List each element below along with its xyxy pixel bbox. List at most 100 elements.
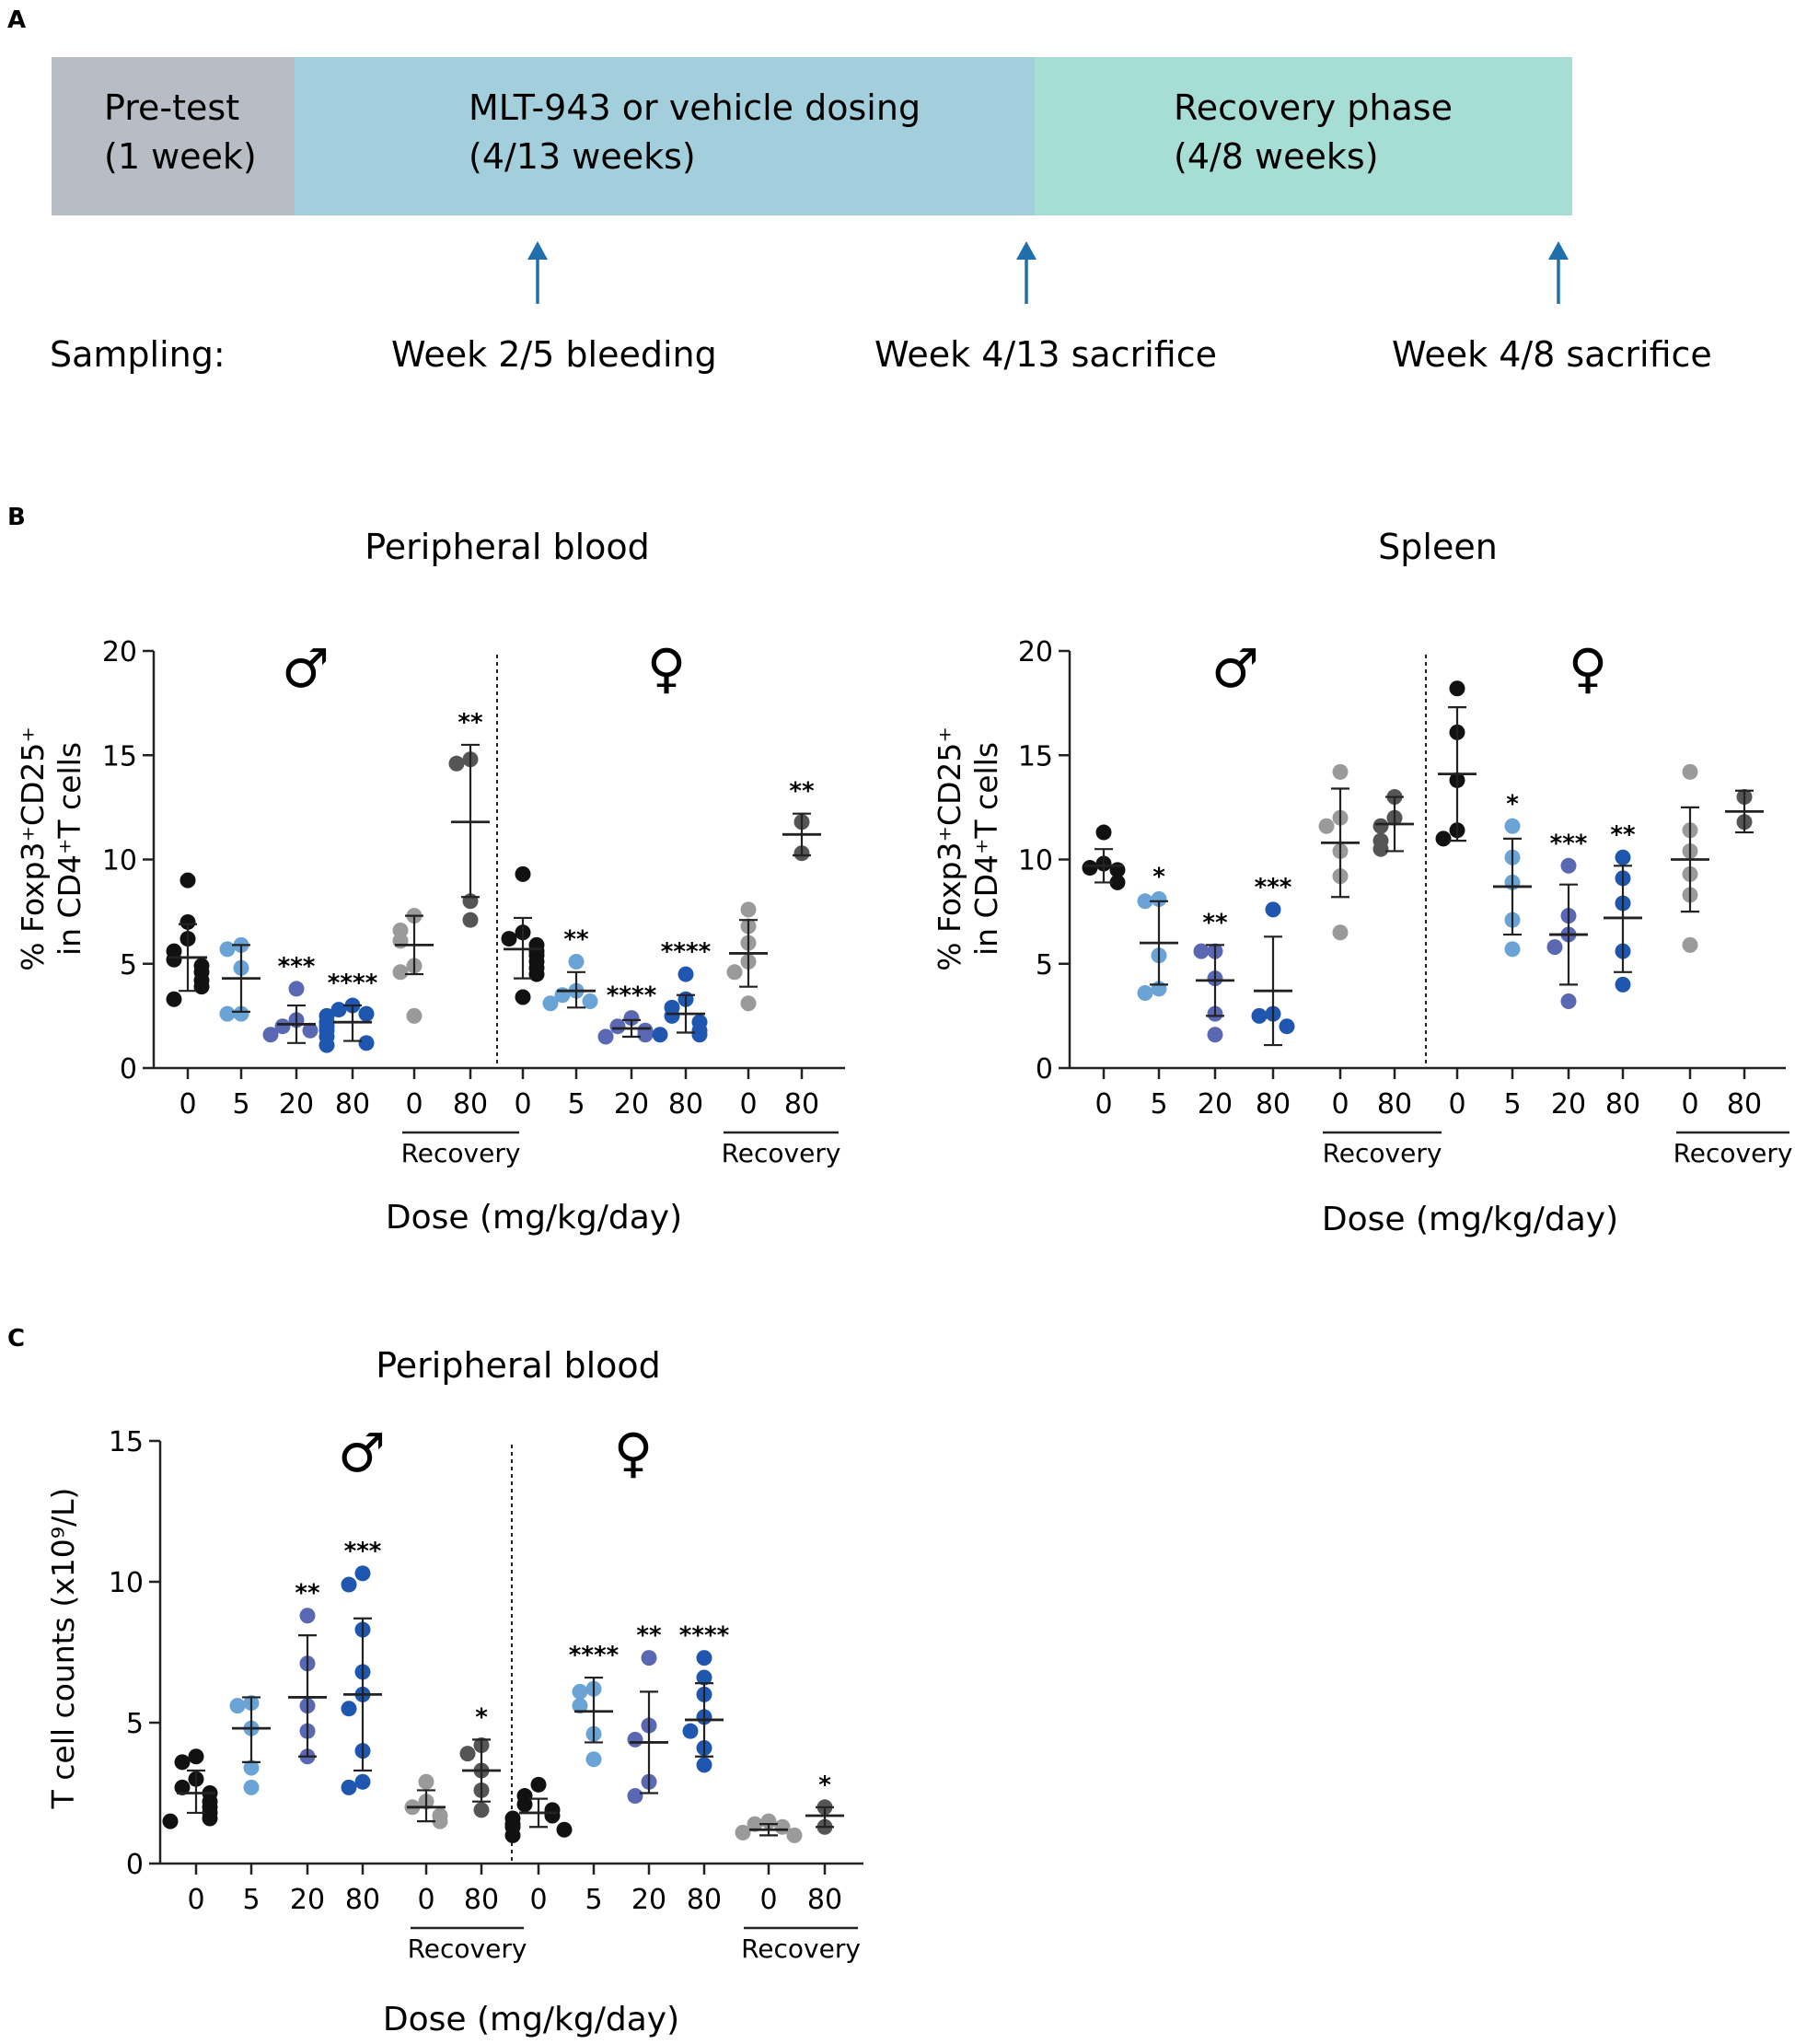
chart-peripheral-blood-tcell-counts: Peripheral blood 0 5 10 15 T cell counts (x10… [45, 1345, 863, 2038]
male-symbol-icon: ♂ [1211, 637, 1259, 700]
data-point [1318, 818, 1335, 834]
significance-label: ** [295, 1580, 320, 1608]
phase-dosing-duration: (4/13 weeks) [469, 136, 696, 177]
significance-label: * [475, 1703, 488, 1731]
data-point [515, 865, 531, 882]
x-tick-label: 20 [1198, 1088, 1233, 1121]
x-tick-label: 20 [614, 1088, 649, 1121]
y-tick-label: 0 [126, 1849, 144, 1881]
data-point [585, 1751, 602, 1768]
data-point [623, 1010, 640, 1027]
data-point [392, 933, 409, 949]
data-point [691, 1027, 708, 1043]
y-tick-label: 15 [109, 1426, 144, 1458]
y-tick-label: 15 [102, 740, 137, 772]
x-axis-label: Dose (mg/kg/day) [386, 1199, 682, 1237]
x-tick-label: 80 [1256, 1088, 1291, 1121]
x-tick-label: 5 [1150, 1088, 1167, 1121]
data-point [1095, 824, 1112, 841]
phase-recovery-duration: (4/8 weeks) [1174, 136, 1379, 177]
y-tick-label: 20 [102, 636, 137, 668]
sample-week-2-5-bleeding: Week 2/5 bleeding [391, 334, 717, 375]
data-point [288, 981, 305, 997]
significance-label: **** [569, 1642, 620, 1669]
data-point [1372, 818, 1389, 834]
data-point [162, 1813, 179, 1829]
data-point [166, 991, 182, 1007]
data-point [330, 1002, 347, 1018]
data-point [528, 966, 545, 982]
data-point [418, 1773, 434, 1790]
data-point [1615, 849, 1631, 865]
data-point [354, 1565, 371, 1582]
sampling-arrows [527, 241, 1569, 304]
significance-label: **** [679, 1622, 730, 1650]
data-point [516, 1796, 533, 1813]
phase-pretest-block [52, 57, 295, 215]
significance-label: * [1506, 790, 1519, 818]
data-point [354, 1773, 371, 1790]
x-tick-label: 80 [687, 1884, 722, 1916]
data-point [501, 931, 517, 947]
data-point [726, 964, 743, 981]
x-tick-label: 0 [529, 1884, 547, 1916]
x-tick-label: 80 [335, 1088, 370, 1121]
y-axis-label: % Foxp3⁺CD25⁺ [15, 726, 51, 971]
data-point [740, 995, 757, 1012]
data-point [229, 1698, 246, 1714]
data-point [664, 1007, 680, 1024]
male-symbol-icon: ♂ [338, 1422, 386, 1484]
x-tick-label: 80 [807, 1884, 842, 1916]
data-point [572, 1683, 588, 1700]
data-point [1615, 976, 1631, 993]
significance-label: *** [1255, 874, 1292, 901]
data-point [202, 1810, 218, 1827]
y-tick-label: 5 [1036, 949, 1053, 981]
x-tick-label: 80 [464, 1884, 499, 1916]
data-point [1332, 763, 1349, 780]
sample-week-4-8-sacrifice: Week 4/8 sacrifice [1392, 334, 1712, 375]
data-point [1332, 924, 1349, 941]
data-point [747, 1816, 763, 1832]
data-point [1546, 939, 1563, 956]
data-point [302, 1022, 318, 1039]
chart-spleen-tregs: Spleen 0 5 10 15 20 % Foxp3⁺CD25⁺ in CD4⁺T cell… [932, 527, 1792, 1238]
data-point [572, 1698, 588, 1714]
x-tick-label: 80 [784, 1088, 819, 1121]
x-tick-label: 80 [1727, 1088, 1762, 1121]
x-tick-label: 0 [739, 1088, 757, 1121]
sampling-arrow-head-icon [1016, 241, 1036, 260]
x-tick-label: 0 [1681, 1088, 1698, 1121]
data-point [1504, 941, 1521, 958]
x-axis-label: Dose (mg/kg/day) [1322, 1201, 1618, 1238]
data-point [627, 1731, 643, 1748]
recovery-label: Recovery [741, 1934, 861, 1964]
data-point [274, 1018, 291, 1035]
y-tick-label: 5 [120, 949, 137, 981]
y-tick-label: 10 [109, 1567, 144, 1599]
data-point [1109, 874, 1126, 890]
x-tick-label: 0 [759, 1884, 777, 1916]
chart-title: Peripheral blood [376, 1345, 661, 1386]
data-point [219, 1005, 236, 1022]
data-point [243, 1779, 260, 1795]
y-axis-label-line2: in CD4⁺T cells [968, 742, 1004, 956]
x-tick-label: 0 [417, 1884, 434, 1916]
recovery-label: Recovery [722, 1138, 841, 1168]
significance-label: **** [607, 982, 657, 1010]
data-point [504, 1827, 521, 1843]
data-point [637, 1027, 654, 1043]
data-point [1082, 860, 1098, 877]
data-point [696, 1757, 712, 1773]
y-tick-label: 0 [120, 1053, 137, 1086]
data-point [1151, 891, 1167, 908]
y-tick-label: 15 [1018, 740, 1053, 772]
phase-pretest-duration: (1 week) [104, 136, 257, 177]
data-point [641, 1650, 657, 1667]
x-tick-label: 20 [279, 1088, 314, 1121]
data-point [432, 1813, 448, 1829]
data-point [243, 1759, 260, 1776]
x-tick-label: 80 [1377, 1088, 1412, 1121]
panel-label-c: C [7, 1325, 25, 1353]
x-tick-label: 80 [1605, 1088, 1640, 1121]
